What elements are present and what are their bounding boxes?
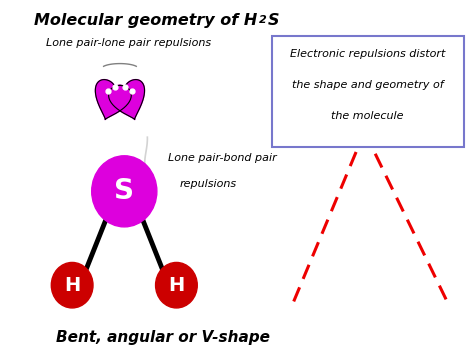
Polygon shape [363,128,366,135]
Circle shape [91,156,157,227]
Text: the shape and geometry of: the shape and geometry of [292,80,443,90]
Text: Lone pair-lone pair repulsions: Lone pair-lone pair repulsions [46,38,211,48]
Circle shape [51,262,93,308]
Text: H: H [64,276,80,295]
Text: 2: 2 [259,15,267,25]
Text: the molecule: the molecule [331,111,404,121]
Text: repulsions: repulsions [180,179,237,189]
Text: Molecular geometry of H: Molecular geometry of H [34,13,257,28]
Text: S: S [114,177,134,205]
Polygon shape [95,79,131,119]
FancyBboxPatch shape [272,36,464,147]
Text: H: H [168,276,184,295]
Text: Bent, angular or V-shape: Bent, angular or V-shape [56,330,270,345]
Text: Electronic repulsions distort: Electronic repulsions distort [290,49,445,59]
Polygon shape [109,79,145,119]
Text: S: S [268,13,279,28]
Text: Lone pair-bond pair: Lone pair-bond pair [168,153,276,164]
Circle shape [155,262,197,308]
